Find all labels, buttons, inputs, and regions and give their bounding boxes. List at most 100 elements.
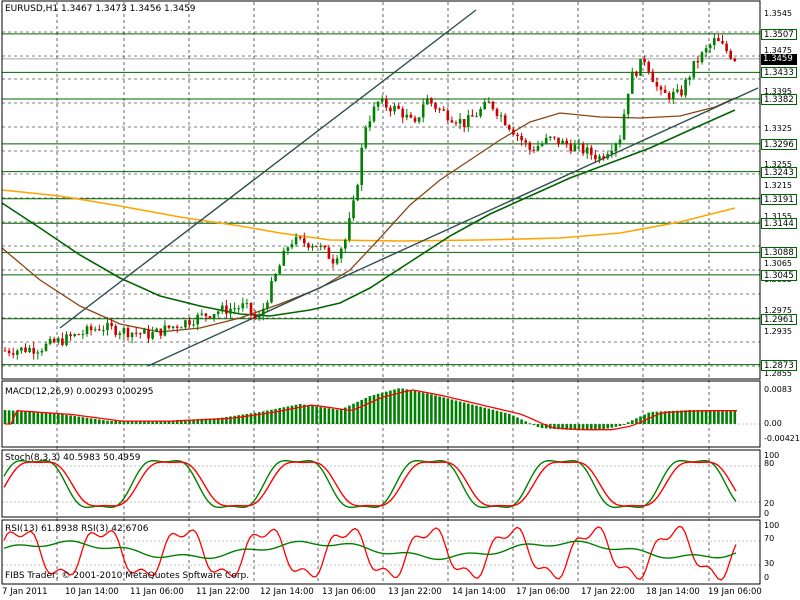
candle-body <box>143 329 146 334</box>
macd-bar <box>163 420 167 424</box>
candle-body <box>65 334 68 345</box>
candle-body <box>721 41 724 44</box>
candle-body <box>122 328 126 334</box>
macd-bar <box>200 418 204 424</box>
stoch-label: Stoch(8,3,3) 40.5983 50.4959 <box>5 453 141 463</box>
candle-body <box>368 121 372 128</box>
macd-label: MACD(12,26,9) 0.00293 0.00295 <box>5 387 154 397</box>
candle-body <box>262 308 265 316</box>
price-axis-label: 1.3065 <box>764 259 792 269</box>
stoch-main-line <box>3 459 737 509</box>
macd-bar <box>659 411 663 424</box>
macd-bar <box>622 424 626 425</box>
candle-body <box>663 89 667 93</box>
macd-bar <box>643 414 646 424</box>
macd-bar <box>413 391 417 424</box>
candle-body <box>303 238 306 244</box>
macd-bar <box>438 396 441 424</box>
hline-price-tag: 1.3296 <box>761 138 797 150</box>
candle-body <box>409 114 413 118</box>
candle-body <box>524 140 527 143</box>
candle-body <box>319 245 322 247</box>
candle-body <box>114 326 117 335</box>
candle-body <box>528 142 532 150</box>
price-axis-label: 1.2935 <box>764 327 792 337</box>
candle-body <box>245 302 249 304</box>
macd-bar <box>708 410 712 424</box>
candle-body <box>212 313 216 318</box>
macd-bar <box>331 408 335 424</box>
candle-body <box>483 101 486 110</box>
candle-body <box>106 322 109 331</box>
macd-bar <box>458 401 462 424</box>
macd-bar <box>147 421 150 424</box>
candle-body <box>151 332 154 339</box>
candle-body <box>614 143 618 151</box>
candle-body <box>426 98 429 105</box>
macd-bar <box>610 424 614 428</box>
macd-bar <box>159 420 163 424</box>
macd-bar <box>454 400 458 424</box>
candle-body <box>331 258 335 264</box>
candle-body <box>594 154 597 160</box>
candle-body <box>364 127 368 148</box>
macd-bar <box>462 402 466 424</box>
candle-body <box>397 105 400 109</box>
macd-bar <box>508 413 511 424</box>
macd-bar <box>655 411 659 424</box>
macd-bar <box>233 415 236 424</box>
macd-bar <box>688 410 691 424</box>
macd-bar <box>536 424 540 428</box>
candle-body <box>282 250 286 266</box>
time-axis-label: 10 Jan 14:00 <box>65 587 119 597</box>
trendlines[interactable] <box>59 9 759 367</box>
candle-body <box>52 338 56 343</box>
candle-body <box>479 109 482 117</box>
rsi3-line <box>3 525 737 581</box>
candle-body <box>696 60 700 63</box>
macd-bar <box>188 419 191 424</box>
macd-bar <box>175 420 179 424</box>
macd-bar <box>323 407 327 424</box>
macd-bar <box>81 417 85 424</box>
price-axis-label: 1.3255 <box>764 160 792 170</box>
macd-bar <box>106 420 109 424</box>
candle-body <box>221 305 224 312</box>
macd-bar <box>446 398 450 424</box>
candle-body <box>385 98 388 108</box>
macd-bar <box>110 421 113 424</box>
hline-price-tag: 1.3144 <box>761 218 797 230</box>
macd-bar <box>557 424 560 430</box>
candle-body <box>118 333 122 335</box>
time-axis-label: 18 Jan 14:00 <box>646 587 700 597</box>
candle-body <box>569 144 573 152</box>
macd-axis-min: -0.00421 <box>764 434 800 443</box>
candle-body <box>380 98 384 102</box>
macd-bar <box>52 413 56 424</box>
hline-price-tag: 1.3507 <box>761 28 797 40</box>
macd-bar <box>339 409 343 424</box>
macd-signal-line <box>5 389 737 431</box>
macd-bar <box>614 424 618 427</box>
macd-bar <box>180 419 183 424</box>
panel-frame <box>1 0 761 380</box>
macd-bar <box>3 410 7 424</box>
macd-bar <box>676 410 679 424</box>
candle-body <box>24 347 27 353</box>
time-axis-label: 19 Jan 06:00 <box>708 587 762 597</box>
candle-body <box>467 115 470 127</box>
macd-bar <box>401 388 404 424</box>
ma-brown-line <box>1 97 736 333</box>
candle-body <box>450 120 454 123</box>
macd-bar <box>319 407 322 424</box>
macd-bar <box>499 411 503 424</box>
macd-bar <box>471 404 474 424</box>
candle-body <box>294 236 298 245</box>
candle-body <box>147 329 150 339</box>
candle-body <box>454 122 458 124</box>
macd-bar <box>89 418 93 424</box>
candle-body <box>110 322 113 327</box>
price-axis-label: 1.2975 <box>764 306 792 316</box>
candle-body <box>196 314 199 325</box>
